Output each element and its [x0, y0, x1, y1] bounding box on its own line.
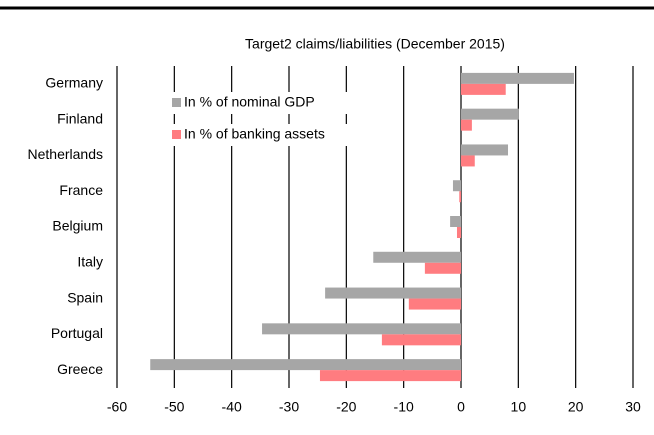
bar [262, 323, 461, 335]
x-tick-label: -40 [222, 399, 242, 415]
x-tick-label: -30 [279, 399, 299, 415]
x-tick-label: 30 [625, 399, 641, 415]
legend-background [168, 92, 358, 114]
y-tick-label: Spain [67, 289, 103, 305]
bar [424, 262, 461, 274]
x-tick-label: -60 [107, 399, 127, 415]
x-tick-label: 0 [457, 399, 465, 415]
bar [319, 370, 461, 382]
bar [456, 227, 461, 238]
legend-swatch [172, 98, 181, 107]
bar [325, 287, 461, 299]
bar [461, 108, 519, 120]
bar [461, 119, 472, 131]
y-tick-label: Greece [57, 361, 103, 377]
y-tick-label: Belgium [52, 218, 103, 234]
legend-label: In % of banking assets [184, 126, 325, 142]
y-tick-label: Finland [57, 110, 103, 126]
bar [452, 180, 461, 192]
legend-swatch [172, 130, 181, 139]
legend-background [168, 124, 358, 146]
y-tick-label: Italy [77, 253, 103, 269]
bar [450, 216, 461, 227]
chart-title: Target2 claims/liabilities (December 201… [245, 36, 505, 52]
bar [461, 155, 475, 167]
bar [461, 72, 574, 84]
x-tick-label: -20 [336, 399, 356, 415]
bar [461, 144, 509, 156]
y-tick-label: Germany [45, 75, 103, 91]
x-tick-label: 20 [568, 399, 584, 415]
y-tick-label: France [59, 182, 103, 198]
x-tick-label: -10 [394, 399, 414, 415]
bar [150, 359, 461, 371]
x-tick-label: -50 [164, 399, 184, 415]
bar [461, 83, 506, 95]
bar [373, 251, 461, 263]
y-tick-label: Netherlands [28, 146, 104, 162]
bar [408, 298, 461, 310]
y-tick-label: Portugal [51, 325, 103, 341]
bar [459, 191, 461, 203]
x-tick-label: 10 [511, 399, 527, 415]
legend-label: In % of nominal GDP [184, 94, 315, 110]
bar [381, 334, 461, 346]
